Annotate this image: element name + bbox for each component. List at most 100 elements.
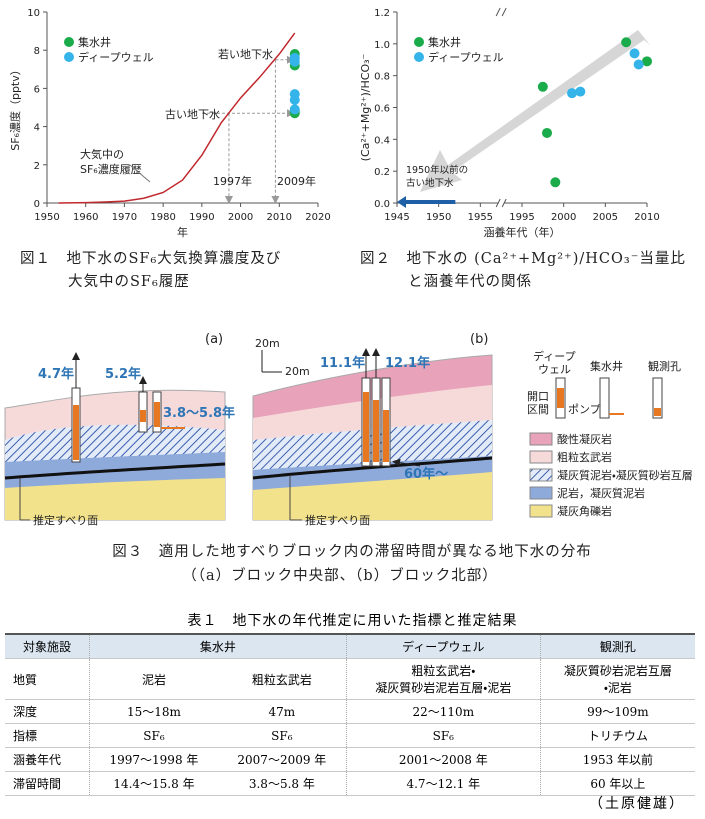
- table-cell: SF₆: [345, 723, 541, 748]
- y-tick-label: 0.2: [374, 167, 390, 178]
- well-open: [363, 392, 369, 462]
- point: [629, 48, 640, 59]
- annotation: 古い地下水: [406, 177, 454, 189]
- axis-break: [495, 198, 507, 208]
- x-tick-label: 2020: [305, 212, 330, 223]
- well-icon: [599, 377, 610, 419]
- y-axis-label: SF₆濃度（pptv）: [8, 64, 22, 151]
- annotation: SF₆濃度履歴: [80, 162, 142, 176]
- table-cell: トリチウム: [539, 723, 695, 748]
- y-tick-label: 6: [34, 84, 40, 95]
- well-open: [383, 410, 389, 462]
- y-axis-label: (Ca²⁺+Mg²⁺)/HCO₃⁻: [359, 53, 372, 161]
- well-open: [654, 408, 661, 416]
- x-tick-label: 1955: [468, 212, 493, 223]
- caption: （（a）ブロック中央部、（b）ブロック北部）: [182, 566, 497, 584]
- x-tick-label: 2010: [634, 212, 659, 223]
- slip-label: 推定すべり面: [33, 513, 98, 527]
- arrow: [392, 458, 421, 467]
- x-tick-label: 2000: [551, 212, 576, 223]
- x-tick-label: 1950: [426, 212, 451, 223]
- swatch: [529, 486, 553, 500]
- cell-line: 凝灰質砂岩泥岩互層: [563, 664, 672, 678]
- age-label: 12.1年: [385, 355, 430, 371]
- table-cell: 凝灰質砂岩泥岩互層 ・泥岩: [539, 658, 695, 700]
- y-tick-label: 0.8: [374, 72, 390, 83]
- table-title: 表１ 地下水の年代推定に用いた指標と推定結果: [187, 613, 518, 629]
- well-open: [73, 405, 79, 460]
- leader: [129, 164, 151, 183]
- scale-label: 20m: [255, 337, 280, 350]
- legend-text: 区間: [527, 403, 549, 416]
- table-cell: 4.7～12.1 年: [345, 771, 541, 796]
- caption: と涵養年代の関係: [408, 272, 532, 290]
- table-row: 涵養年代 1997～1998 年 2007～2009 年 2001～2008 年 195…: [5, 747, 695, 772]
- point: [542, 127, 552, 138]
- y-tick-label: 4: [34, 123, 40, 134]
- legend-text: 観測孔: [648, 359, 681, 373]
- author: （土原健雄）: [589, 796, 685, 812]
- legend-label: 集水井: [428, 35, 461, 49]
- table-cell: 47m: [217, 699, 347, 724]
- well-open: [557, 388, 564, 408]
- well-open: [140, 410, 146, 422]
- point: [633, 59, 644, 70]
- table-cell: 深度: [5, 699, 90, 724]
- x-tick-label: 1945: [384, 212, 409, 223]
- table-cell: 15～18m: [88, 699, 218, 724]
- x-tick-label: 2000: [228, 212, 253, 223]
- x-tick-label: 1960: [73, 212, 98, 223]
- well-icon: [652, 377, 663, 419]
- table-cell: SF₆: [88, 723, 218, 748]
- table-cell: 1997～1998 年: [88, 747, 218, 772]
- panel-label: (a): [205, 332, 223, 347]
- slip-label: 推定すべり面: [305, 513, 370, 527]
- legend-marker: [64, 52, 74, 62]
- header-cell: 観測孔: [539, 633, 695, 659]
- table-body: 地質 泥岩 粗粒玄武岩 粗粒玄武岩・ 凝灰質砂岩泥岩互層・泥岩 凝灰質砂岩泥岩互層 ・泥岩深…: [5, 658, 695, 796]
- table-cell: 粗粒玄武岩: [217, 658, 347, 700]
- swatch: [529, 504, 553, 518]
- table-cell: 泥岩: [88, 658, 218, 700]
- header-row: 対象施設 集水井 ディープウェル 観測孔: [5, 633, 695, 659]
- annotation: 2009年: [277, 174, 316, 188]
- legend-text: 凝灰角礫岩: [557, 504, 612, 518]
- table-row: 滞留時間 14.4～15.8 年 3.8～5.8 年 4.7～12.1 年 60 年以上: [5, 771, 695, 796]
- table-cell: 60 年以上: [539, 771, 695, 796]
- table-cell: 粗粒玄武岩・ 凝灰質砂岩泥岩互層・泥岩: [345, 658, 541, 700]
- age-label: 3.8～5.8年: [163, 405, 235, 421]
- scale-label: 20m: [285, 365, 310, 378]
- annotation: 1997年: [213, 174, 252, 188]
- point: [550, 177, 561, 188]
- y-tick-label: 1.0: [374, 40, 390, 51]
- cell-line: ・泥岩: [603, 681, 632, 695]
- table-cell: 滞留時間: [5, 771, 90, 796]
- table-cell: 1953 年以前: [539, 747, 695, 772]
- trend-arrow: [420, 30, 650, 192]
- point: [621, 37, 632, 48]
- legend-text: 泥岩，凝灰質泥岩: [557, 486, 645, 500]
- age-label: 4.7年: [38, 366, 74, 382]
- table-cell: 2007～2009 年: [217, 747, 347, 772]
- layer-breccia: [253, 472, 492, 520]
- y-tick-label: 0.4: [374, 135, 390, 146]
- legend-text: 集水井: [590, 359, 623, 373]
- caption: 図２ 地下水の (Ca²⁺+Mg²⁺)/HCO₃⁻当量比: [360, 250, 686, 267]
- table-cell: 地質: [5, 658, 90, 700]
- point: [289, 56, 300, 67]
- y-tick-label: 0: [34, 199, 40, 210]
- axis-break: [495, 7, 507, 17]
- legend-label: ディープウェル: [428, 50, 504, 64]
- panel-label: (b): [470, 332, 488, 347]
- legend-text: 凝灰質泥岩・凝灰質砂岩互層: [557, 468, 693, 482]
- layer-breccia: [5, 478, 225, 520]
- figure-3: (a) 4.7年 5.2年 3.8～5.8年 推定すべり面 (b) 11.1年 …: [4, 332, 693, 584]
- header-cell: 集水井: [89, 633, 347, 659]
- y-tick-label: 10: [27, 8, 40, 19]
- table-cell: 涵養年代: [5, 747, 90, 772]
- table-cell: 14.4～15.8 年: [88, 771, 218, 796]
- swatch: [529, 432, 553, 446]
- legend-label: ディープウェル: [78, 50, 154, 64]
- x-tick-label: 2010: [267, 212, 292, 223]
